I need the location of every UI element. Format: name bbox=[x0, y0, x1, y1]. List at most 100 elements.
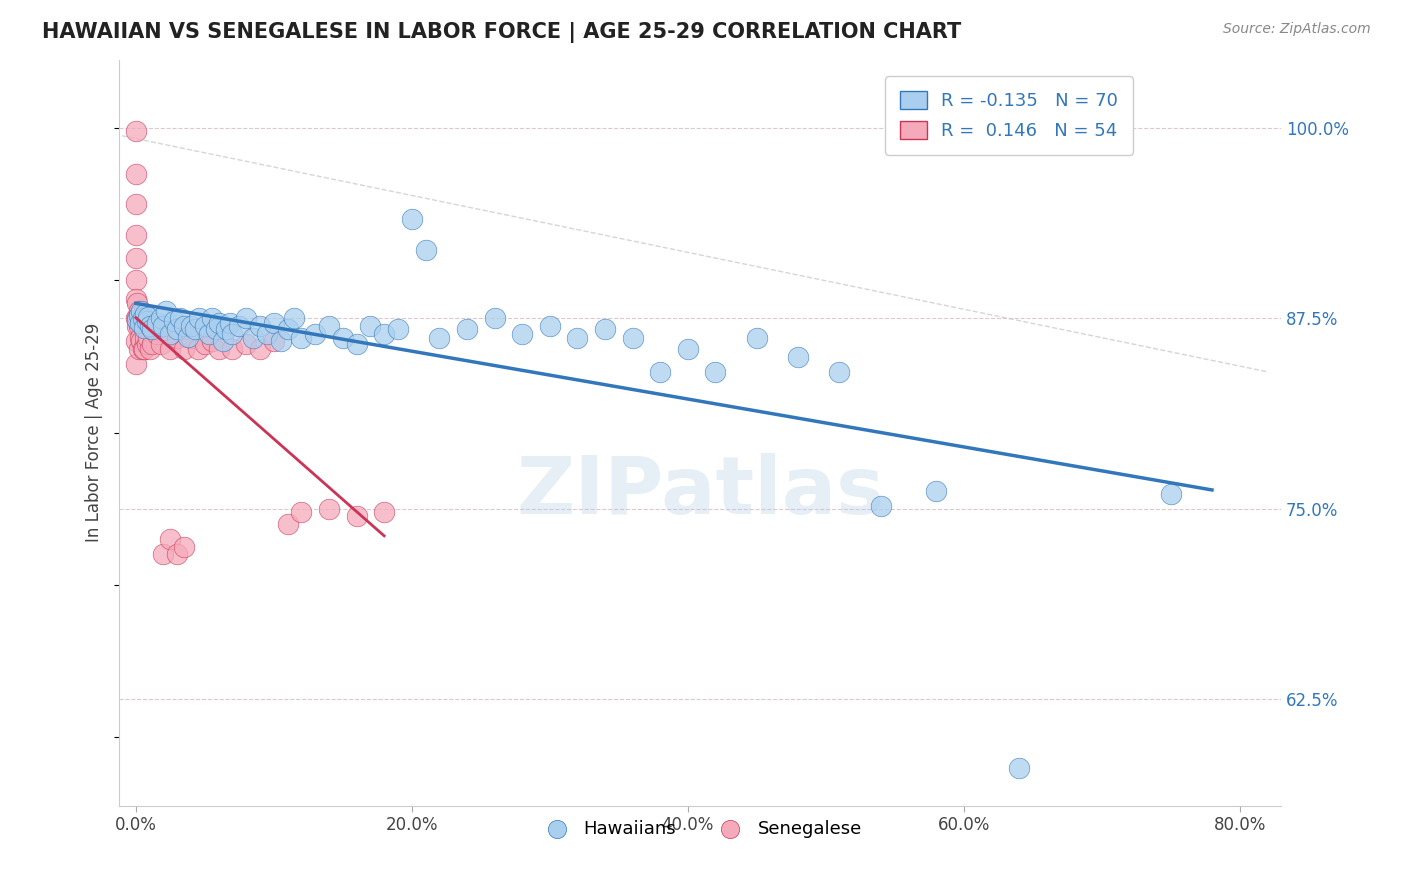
Point bbox=[152, 319, 174, 334]
Point bbox=[593, 322, 616, 336]
Point bbox=[141, 322, 163, 336]
Point bbox=[318, 319, 340, 334]
Point bbox=[125, 197, 148, 211]
Point bbox=[129, 316, 152, 330]
Point bbox=[188, 311, 211, 326]
Y-axis label: In Labor Force | Age 25-29: In Labor Force | Age 25-29 bbox=[86, 323, 103, 542]
Point bbox=[173, 540, 195, 554]
Point bbox=[131, 334, 153, 349]
Point bbox=[704, 365, 727, 379]
Point bbox=[132, 319, 155, 334]
Point bbox=[538, 319, 561, 334]
Point bbox=[290, 331, 312, 345]
Point bbox=[127, 313, 149, 327]
Point bbox=[304, 326, 326, 341]
Point bbox=[145, 316, 167, 330]
Point bbox=[127, 296, 149, 310]
Point bbox=[228, 319, 250, 334]
Point bbox=[456, 322, 478, 336]
Point bbox=[132, 342, 155, 356]
Point bbox=[125, 251, 148, 265]
Point bbox=[346, 509, 368, 524]
Point bbox=[787, 350, 810, 364]
Point bbox=[277, 516, 299, 531]
Point bbox=[180, 331, 202, 345]
Point bbox=[159, 326, 181, 341]
Point bbox=[401, 212, 423, 227]
Point bbox=[125, 292, 148, 306]
Point bbox=[205, 322, 228, 336]
Point bbox=[159, 342, 181, 356]
Point bbox=[214, 322, 236, 336]
Point bbox=[263, 316, 285, 330]
Point bbox=[648, 365, 671, 379]
Point bbox=[207, 342, 229, 356]
Point bbox=[387, 322, 409, 336]
Point bbox=[828, 365, 851, 379]
Point bbox=[155, 303, 177, 318]
Point bbox=[427, 331, 450, 345]
Point bbox=[346, 337, 368, 351]
Point bbox=[1008, 761, 1031, 775]
Point bbox=[138, 342, 160, 356]
Point bbox=[373, 505, 395, 519]
Point bbox=[290, 505, 312, 519]
Point bbox=[166, 548, 188, 562]
Point bbox=[128, 309, 150, 323]
Point bbox=[166, 331, 188, 345]
Point bbox=[134, 307, 156, 321]
Point bbox=[152, 548, 174, 562]
Point bbox=[125, 334, 148, 349]
Point bbox=[484, 311, 506, 326]
Point bbox=[1160, 486, 1182, 500]
Point bbox=[135, 314, 157, 328]
Point bbox=[270, 334, 292, 349]
Point bbox=[125, 227, 148, 242]
Point bbox=[187, 342, 209, 356]
Point bbox=[510, 326, 533, 341]
Point bbox=[676, 342, 699, 356]
Point bbox=[149, 337, 172, 351]
Point bbox=[136, 331, 159, 345]
Text: Source: ZipAtlas.com: Source: ZipAtlas.com bbox=[1223, 22, 1371, 37]
Point bbox=[621, 331, 644, 345]
Point bbox=[249, 342, 271, 356]
Point bbox=[567, 331, 589, 345]
Point bbox=[125, 167, 148, 181]
Point bbox=[221, 342, 243, 356]
Point bbox=[125, 357, 148, 371]
Point bbox=[152, 319, 174, 334]
Point bbox=[127, 319, 149, 334]
Point bbox=[201, 334, 224, 349]
Point bbox=[263, 334, 285, 349]
Point bbox=[745, 331, 768, 345]
Point bbox=[415, 243, 437, 257]
Point bbox=[198, 326, 221, 341]
Point bbox=[125, 311, 148, 326]
Point bbox=[925, 483, 948, 498]
Point bbox=[869, 499, 891, 513]
Point bbox=[277, 322, 299, 336]
Point bbox=[373, 326, 395, 341]
Point bbox=[129, 311, 152, 326]
Point bbox=[128, 342, 150, 356]
Point bbox=[318, 501, 340, 516]
Point bbox=[141, 337, 163, 351]
Point bbox=[218, 316, 240, 330]
Point bbox=[125, 273, 148, 287]
Point bbox=[131, 303, 153, 318]
Point bbox=[125, 124, 148, 138]
Point bbox=[173, 342, 195, 356]
Point bbox=[359, 319, 381, 334]
Point bbox=[132, 311, 155, 326]
Point bbox=[235, 337, 257, 351]
Point bbox=[136, 310, 159, 324]
Point bbox=[242, 331, 264, 345]
Point bbox=[332, 331, 354, 345]
Point bbox=[134, 331, 156, 345]
Point bbox=[128, 319, 150, 334]
Point bbox=[177, 329, 200, 343]
Point bbox=[249, 319, 271, 334]
Point bbox=[145, 326, 167, 341]
Point bbox=[173, 319, 195, 334]
